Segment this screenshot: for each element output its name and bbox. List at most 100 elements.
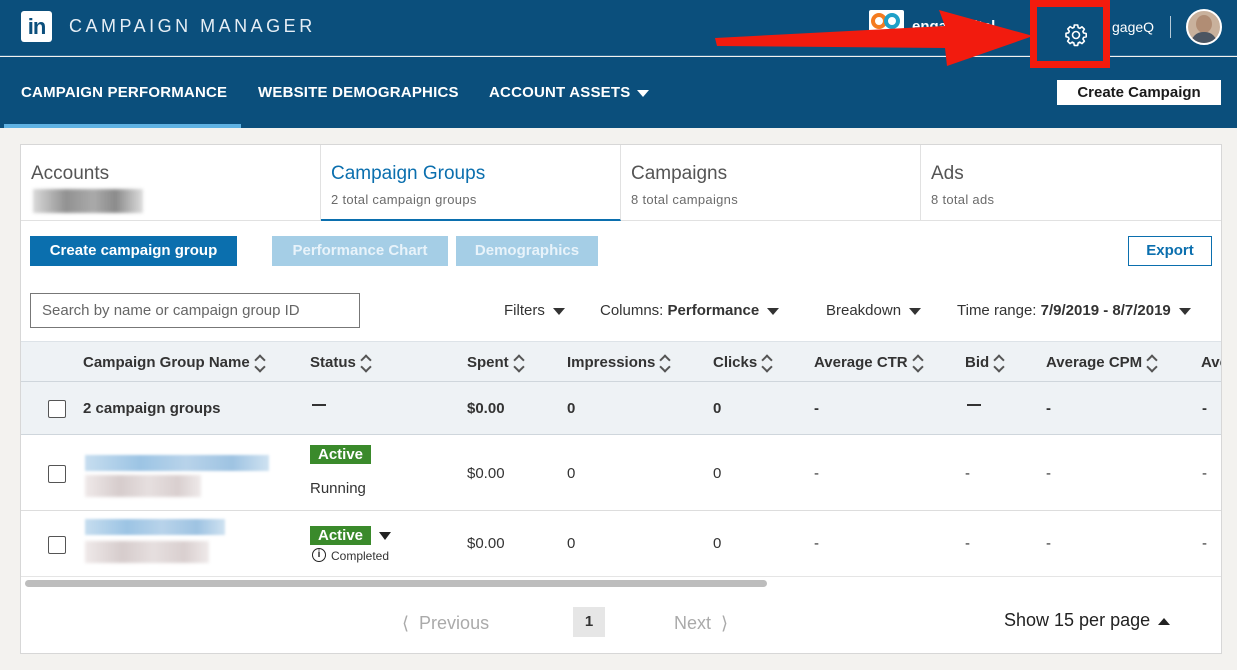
- status-dropdown-caret-icon[interactable]: [379, 532, 391, 540]
- column-header-label: Status: [310, 354, 356, 371]
- summary-cpm: -: [1046, 400, 1051, 417]
- summary-clicks: 0: [713, 400, 722, 417]
- breakdown-dropdown[interactable]: Breakdown: [826, 302, 922, 319]
- bid-empty-dash: [967, 404, 981, 406]
- summary-spent: $0.00: [467, 400, 505, 417]
- column-header-label: Campaign Group Name: [83, 354, 250, 371]
- per-page-dropdown[interactable]: Show 15 per page: [1004, 610, 1171, 631]
- column-header-status[interactable]: Status: [310, 354, 371, 371]
- time-range-label: Time range:: [957, 302, 1037, 319]
- table-summary-row: 2 campaign groups $0.00 0 0 - - -: [21, 382, 1221, 435]
- create-campaign-group-button[interactable]: Create campaign group: [30, 236, 237, 266]
- settings-button[interactable]: [1030, 0, 1110, 68]
- column-header-label: Clicks: [713, 354, 758, 371]
- chevron-down-icon: [909, 307, 922, 315]
- nav-campaign-performance[interactable]: CAMPAIGN PERFORMANCE: [21, 84, 228, 101]
- filters-dropdown[interactable]: Filters: [504, 302, 565, 319]
- cell-cpm: -: [1046, 465, 1051, 482]
- columns-value: Performance: [667, 302, 760, 319]
- cell-spent: $0.00: [467, 535, 505, 552]
- chevron-down-icon: [637, 89, 650, 97]
- next-page-button[interactable]: Next ⟩: [674, 613, 728, 634]
- column-header-label: Impressions: [567, 354, 656, 371]
- tab-campaign-groups[interactable]: Campaign Groups 2 total campaign groups: [321, 145, 621, 221]
- column-header-label: Average CTR: [814, 354, 908, 371]
- avatar[interactable]: [1186, 9, 1222, 45]
- tab-ads[interactable]: Ads 8 total ads: [921, 145, 1221, 221]
- column-header-clicks[interactable]: Clicks: [713, 354, 772, 371]
- tab-title: Campaigns: [631, 163, 728, 184]
- account-name-secondary[interactable]: gageQ: [1112, 19, 1155, 35]
- status-detail: Completed: [331, 549, 390, 563]
- column-header-bid[interactable]: Bid: [965, 354, 1004, 371]
- redacted-campaign-group-id: [85, 541, 209, 563]
- main-card: Accounts Campaign Groups 2 total campaig…: [20, 144, 1222, 654]
- performance-chart-button[interactable]: Performance Chart: [272, 236, 448, 266]
- sort-icon: [361, 355, 371, 371]
- table-header: Campaign Group Name Status Spent Impress…: [21, 341, 1221, 382]
- row-checkbox[interactable]: [48, 536, 66, 554]
- chevron-down-icon: [1178, 307, 1191, 315]
- tab-campaigns[interactable]: Campaigns 8 total campaigns: [621, 145, 921, 221]
- current-page[interactable]: 1: [573, 607, 605, 637]
- horizontal-scrollbar[interactable]: [25, 580, 767, 587]
- cell-clicks: 0: [713, 465, 722, 482]
- redacted-campaign-group-id: [85, 475, 201, 497]
- nav-website-demographics[interactable]: WEBSITE DEMOGRAPHICS: [258, 84, 459, 101]
- status-badge: Active: [310, 526, 372, 545]
- demographics-button[interactable]: Demographics: [456, 236, 598, 266]
- breakdown-label: Breakdown: [826, 302, 902, 319]
- column-header-name[interactable]: Campaign Group Name: [83, 354, 265, 371]
- table-row[interactable]: Active i Completed $0.00 0 0 - - - -: [21, 511, 1221, 577]
- gear-icon: [1065, 24, 1087, 47]
- header-divider: [1170, 16, 1171, 38]
- column-header-average-ctr[interactable]: Average CTR: [814, 354, 923, 371]
- chevron-left-icon: ⟨: [402, 613, 410, 633]
- sort-icon: [514, 355, 524, 371]
- columns-dropdown[interactable]: Columns: Performance: [600, 302, 780, 319]
- annotation-arrow-icon: [715, 10, 1033, 66]
- summary-ctr: -: [814, 400, 819, 417]
- redacted-account-name: [33, 189, 143, 213]
- cell-last: -: [1202, 465, 1207, 482]
- tab-subtitle: 8 total campaigns: [631, 192, 738, 207]
- table-row[interactable]: Active Running $0.00 0 0 - - - -: [21, 435, 1221, 511]
- time-range-value: 7/9/2019 - 8/7/2019: [1040, 302, 1171, 319]
- column-header-spent[interactable]: Spent: [467, 354, 524, 371]
- cell-cpm: -: [1046, 535, 1051, 552]
- cell-clicks: 0: [713, 535, 722, 552]
- select-all-checkbox[interactable]: [48, 400, 66, 418]
- redacted-campaign-group-name[interactable]: [85, 455, 269, 471]
- create-campaign-button[interactable]: Create Campaign: [1057, 80, 1221, 105]
- cell-spent: $0.00: [467, 465, 505, 482]
- per-page-label: Show 15 per page: [1004, 610, 1151, 630]
- summary-count: 2 campaign groups: [83, 400, 221, 417]
- cell-impressions: 0: [567, 465, 576, 482]
- cell-last: -: [1202, 535, 1207, 552]
- info-icon[interactable]: i: [312, 548, 326, 562]
- status-detail: Running: [310, 480, 366, 497]
- main-nav: CAMPAIGN PERFORMANCE WEBSITE DEMOGRAPHIC…: [0, 57, 1237, 128]
- export-button[interactable]: Export: [1128, 236, 1212, 266]
- cell-ctr: -: [814, 465, 819, 482]
- linkedin-logo[interactable]: in: [21, 11, 52, 42]
- time-range-dropdown[interactable]: Time range: 7/9/2019 - 8/7/2019: [957, 302, 1191, 319]
- next-label: Next: [674, 613, 712, 633]
- previous-page-button[interactable]: ⟨ Previous: [402, 613, 489, 634]
- redacted-campaign-group-name[interactable]: [85, 519, 225, 535]
- column-header-average-cpm[interactable]: Average CPM: [1046, 354, 1157, 371]
- status-empty-dash: [312, 404, 326, 406]
- column-header-label: Average CPM: [1046, 354, 1143, 371]
- columns-label: Columns:: [600, 302, 664, 319]
- column-header-truncated[interactable]: Ave: [1201, 354, 1221, 371]
- previous-label: Previous: [419, 613, 490, 633]
- filters-label: Filters: [504, 302, 545, 319]
- tab-accounts[interactable]: Accounts: [21, 145, 321, 221]
- row-checkbox[interactable]: [48, 465, 66, 483]
- nav-account-assets[interactable]: ACCOUNT ASSETS: [489, 84, 650, 101]
- cell-impressions: 0: [567, 535, 576, 552]
- summary-last: -: [1202, 400, 1207, 417]
- search-input[interactable]: Search by name or campaign group ID: [30, 293, 360, 328]
- column-header-impressions[interactable]: Impressions: [567, 354, 670, 371]
- cell-ctr: -: [814, 535, 819, 552]
